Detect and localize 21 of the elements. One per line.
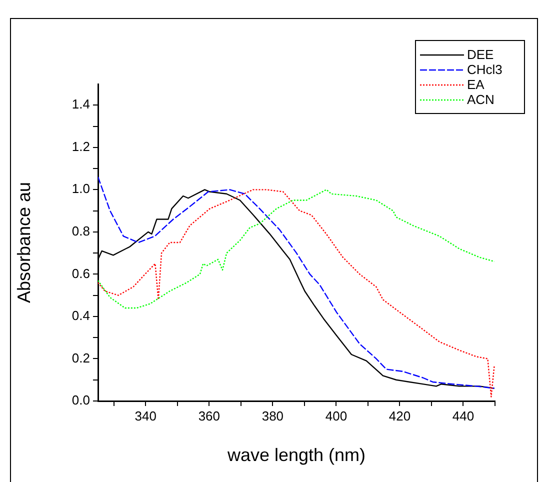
legend-label: ACN	[467, 92, 494, 107]
y-axis-title: Absorbance au	[14, 182, 34, 304]
x-axis-title: wave length (nm)	[226, 445, 366, 466]
y-tick-label: 0.4	[72, 308, 90, 324]
y-tick-label: 0.2	[72, 350, 90, 366]
line-series	[98, 189, 495, 309]
y-tick-label: 0.8	[72, 224, 90, 239]
x-tick-label: 380	[262, 408, 284, 424]
y-tick-label: 1.0	[72, 181, 90, 196]
y-tick-label: 1.4	[72, 96, 90, 112]
legend-label: CHcl3	[467, 62, 502, 77]
x-tick-label: 440	[452, 408, 474, 424]
legend-label: DEE	[467, 47, 494, 62]
x-tick-label: 420	[388, 408, 411, 424]
x-tick-label: 360	[198, 408, 220, 424]
x-tick-label: 340	[134, 408, 156, 424]
legend-label: EA	[467, 77, 484, 92]
y-tick-label: 0.6	[72, 266, 90, 281]
y-tick-label: 1.2	[72, 138, 90, 154]
y-tick-label: 0.0	[72, 392, 90, 408]
x-tick-label: 400	[325, 408, 348, 424]
